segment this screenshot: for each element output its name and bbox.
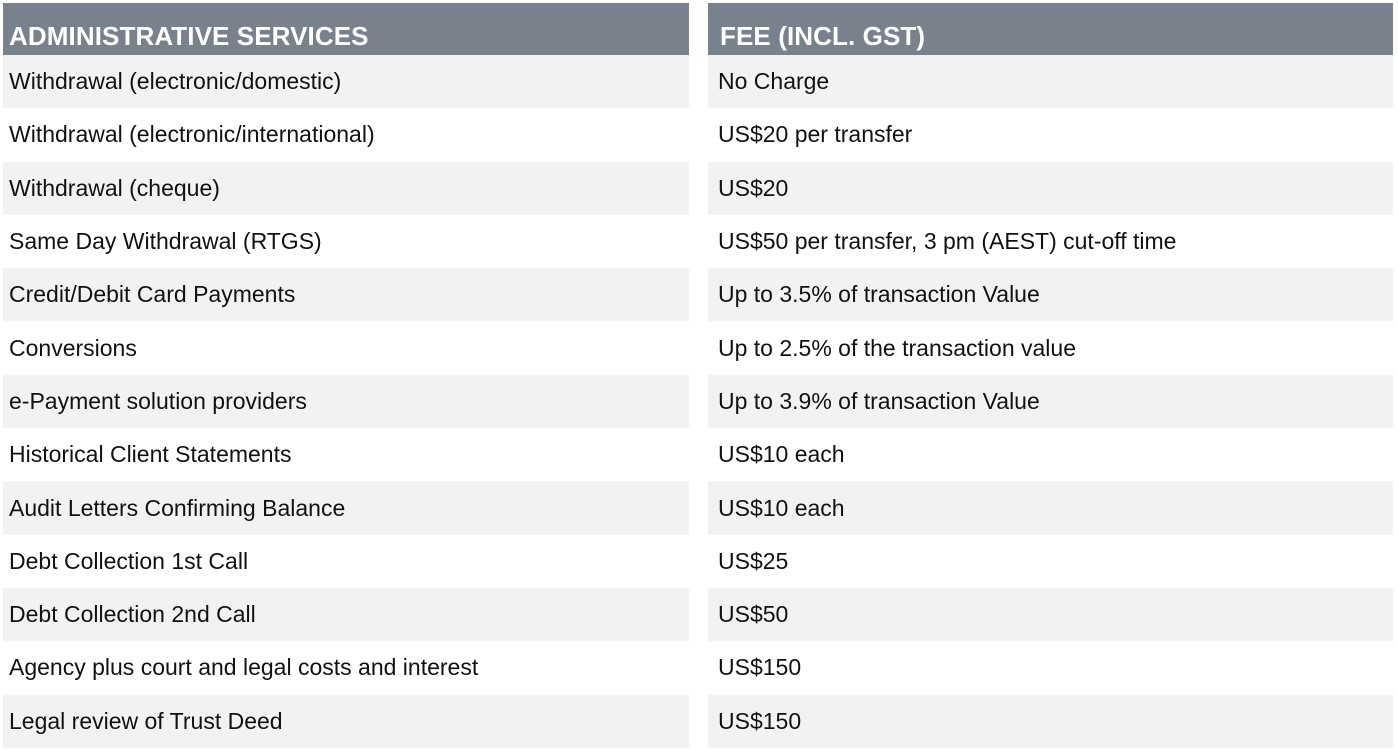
service-cell: Conversions xyxy=(9,334,137,361)
fee-cell: US$150 xyxy=(708,694,1393,748)
service-cell: Withdrawal (cheque) xyxy=(3,161,689,215)
fee-cell: US$150 xyxy=(718,654,802,681)
fee-table: ADMINISTRATIVE SERVICES FEE (INCL. GST) … xyxy=(3,3,1393,748)
fee-cell: US$10 each xyxy=(718,441,845,468)
fee-column-header: FEE (INCL. GST) xyxy=(708,3,1393,55)
fee-cell: US$20 per transfer xyxy=(718,121,913,148)
fee-cell: Up to 2.5% of the transaction value xyxy=(718,334,1076,361)
service-cell: Same Day Withdrawal (RTGS) xyxy=(9,228,322,255)
fee-cell: Up to 3.9% of transaction Value xyxy=(708,374,1393,429)
fee-cell: US$25 xyxy=(718,547,789,574)
fee-cell: US$50 per transfer, 3 pm (AEST) cut-off … xyxy=(718,228,1177,255)
fee-cell: US$50 xyxy=(708,587,1393,642)
service-cell: e-Payment solution providers xyxy=(3,374,689,429)
service-cell: Debt Collection 1st Call xyxy=(9,547,249,574)
fee-cell: US$10 each xyxy=(708,481,1393,535)
service-cell: Debt Collection 2nd Call xyxy=(3,587,689,642)
service-cell: Credit/Debit Card Payments xyxy=(3,268,689,322)
service-column-header: ADMINISTRATIVE SERVICES xyxy=(3,3,689,55)
service-cell: Historical Client Statements xyxy=(9,441,292,468)
fee-cell: No Charge xyxy=(708,55,1393,109)
fee-cell: Up to 3.5% of transaction Value xyxy=(708,268,1393,322)
service-cell: Withdrawal (electronic/domestic) xyxy=(3,55,689,109)
service-cell: Legal review of Trust Deed xyxy=(3,694,689,748)
service-cell: Withdrawal (electronic/international) xyxy=(9,121,375,148)
service-cell: Audit Letters Confirming Balance xyxy=(3,481,689,535)
service-cell: Agency plus court and legal costs and in… xyxy=(9,654,479,681)
fee-cell: US$20 xyxy=(708,161,1393,215)
